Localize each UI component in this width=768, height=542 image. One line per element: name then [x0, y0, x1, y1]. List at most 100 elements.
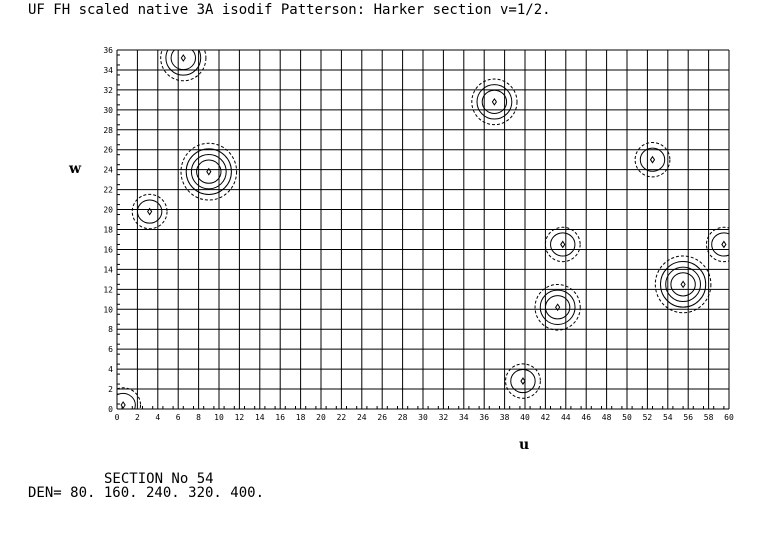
y-tick-label: 30: [103, 106, 113, 115]
density-levels: DEN= 80. 160. 240. 320. 400.: [28, 485, 264, 501]
x-tick-label: 44: [561, 413, 571, 422]
y-tick-label: 20: [103, 206, 113, 215]
contour-peak-1-level-3: [481, 89, 508, 114]
x-tick-label: 54: [663, 413, 673, 422]
peak-marker-0: [206, 167, 212, 176]
x-tick-label: 52: [643, 413, 653, 422]
contour-peak-1-level-2: [476, 84, 513, 120]
x-tick-label: 38: [500, 413, 510, 422]
y-tick-label: 18: [103, 226, 113, 235]
peak-marker-3: [555, 303, 561, 312]
x-tick-label: 6: [176, 413, 181, 422]
x-axis-label: u: [519, 437, 529, 453]
x-tick-label: 58: [704, 413, 714, 422]
contour-peak-3-level-3: [544, 295, 571, 320]
contour-peak-9-level-2: [711, 232, 729, 257]
peak-marker-2: [680, 280, 686, 289]
x-tick-label: 36: [479, 413, 489, 422]
contour-peak-4-level-1: [160, 50, 207, 82]
x-tick-label: 24: [357, 413, 367, 422]
x-tick-label: 30: [418, 413, 428, 422]
y-tick-label: 28: [103, 126, 113, 135]
contour-peak-2-level-1: [654, 255, 712, 314]
peak-marker-7: [560, 240, 566, 249]
y-tick-label: 22: [103, 186, 113, 195]
contour-peak-5-level-2: [136, 199, 163, 224]
contour-peak-1-level-1: [471, 78, 518, 126]
contour-peak-6-level-2: [510, 368, 536, 394]
x-tick-label: 26: [377, 413, 387, 422]
y-tick-label: 10: [103, 305, 113, 314]
y-tick-label: 32: [103, 86, 113, 95]
contour-peak-5-level-1: [131, 193, 168, 230]
peak-marker-5: [147, 207, 153, 216]
x-tick-label: 18: [296, 413, 306, 422]
contour-peak-7-level-2: [550, 232, 576, 257]
x-tick-label: 12: [235, 413, 245, 422]
x-tick-label: 16: [275, 413, 285, 422]
y-tick-label: 34: [103, 66, 113, 75]
y-tick-label: 14: [103, 265, 113, 274]
x-tick-label: 28: [398, 413, 408, 422]
x-tick-label: 46: [581, 413, 591, 422]
y-tick-label: 26: [103, 146, 113, 155]
y-tick-label: 2: [108, 385, 113, 394]
peak-marker-10: [120, 401, 126, 409]
x-tick-label: 42: [541, 413, 551, 422]
contour-peak-0-level-2: [185, 148, 232, 195]
contour-peak-3-level-1: [534, 283, 581, 331]
contour-peak-2-level-4: [670, 272, 696, 297]
x-tick-label: 34: [459, 413, 469, 422]
grid-lines: [116, 49, 730, 410]
contour-lines: [117, 50, 729, 409]
contour-peak-0-level-4: [196, 159, 222, 184]
x-tick-label: 14: [255, 413, 265, 422]
x-tick-label: 40: [520, 413, 530, 422]
y-tick-label: 6: [108, 345, 113, 354]
peak-marker-8: [649, 155, 656, 164]
y-tick-label: 0: [108, 405, 113, 414]
x-tick-label: 0: [115, 413, 120, 422]
y-tick-label: 4: [108, 365, 113, 374]
x-tick-label: 22: [337, 413, 347, 422]
x-tick-labels: 0 2 4 6 8 10 12 14 16 18 20 22 24 26 28 30 32 34 36 38 40 42 4…: [115, 413, 734, 422]
x-tick-label: 50: [622, 413, 632, 422]
contour-peak-9-level-1: [706, 226, 729, 263]
y-axis-label: w: [68, 161, 82, 177]
x-tick-label: 8: [196, 413, 201, 422]
contour-peak-4-level-2: [165, 50, 202, 76]
contour-peak-10-level-2: [117, 392, 136, 409]
x-tick-label: 32: [439, 413, 449, 422]
contour-peak-2-level-3: [665, 266, 701, 303]
y-tick-label: 16: [103, 245, 113, 254]
x-tick-label: 4: [155, 413, 160, 422]
peak-marker-9: [721, 240, 727, 249]
x-tick-label: 2: [135, 413, 140, 422]
contour-peak-8-level-2: [639, 147, 666, 172]
contour-peak-8-level-1: [634, 141, 671, 178]
contour-peak-6-level-1: [505, 363, 541, 399]
x-tick-label: 56: [683, 413, 693, 422]
peak-marker-4: [180, 54, 186, 62]
contour-peak-0-level-3: [190, 153, 227, 190]
y-tick-label: 8: [108, 325, 113, 334]
contour-peak-0-level-1: [180, 142, 238, 201]
contour-peak-10-level-1: [117, 387, 142, 409]
y-tick-label: 36: [103, 46, 113, 55]
x-tick-label: 20: [316, 413, 326, 422]
peak-marker-6: [520, 377, 526, 385]
x-tick-label: 48: [602, 413, 612, 422]
contour-peak-4-level-3: [170, 50, 196, 71]
x-tick-label: 10: [214, 413, 224, 422]
section-label: SECTION No 54: [104, 471, 214, 487]
chart-title: UF FH scaled native 3A isodif Patterson:…: [28, 2, 551, 18]
y-tick-label: 12: [103, 285, 113, 294]
y-tick-label: 24: [103, 166, 113, 175]
contour-peak-3-level-2: [539, 289, 576, 325]
x-tick-label: 60: [724, 413, 734, 422]
contour-peak-7-level-1: [544, 226, 581, 263]
peak-marker-1: [491, 97, 498, 106]
contour-peak-2-level-2: [660, 261, 707, 308]
